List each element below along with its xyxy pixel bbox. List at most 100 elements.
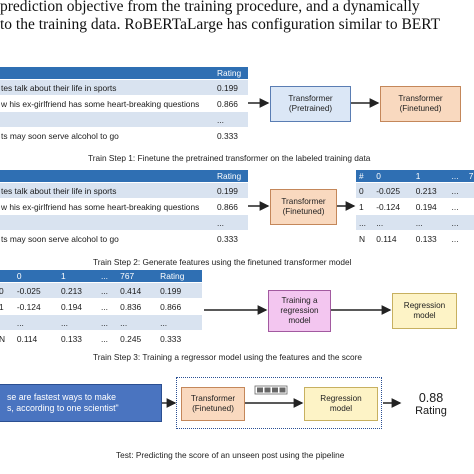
table-cell: 0.213 <box>57 282 98 299</box>
table-row: ............ <box>356 214 474 231</box>
table-cell: -0.124 <box>13 298 58 315</box>
box-label: (Finetuned) <box>192 404 234 413</box>
table-cell <box>465 214 474 231</box>
step2-header-rating: Rating <box>214 170 248 183</box>
table-cell: 0 <box>356 182 374 199</box>
table-cell: 0.199 <box>157 282 202 299</box>
table-cell: N <box>0 330 14 346</box>
table-cell: -0.025 <box>373 182 413 199</box>
table-cell: 0 <box>0 282 14 299</box>
table-row: 0 -0.025 0.213... <box>356 182 474 199</box>
table-cell <box>465 198 474 215</box>
table-cell: 0.133 <box>412 230 449 246</box>
table-row: 1 -0.124 0.194... <box>356 198 474 215</box>
finetuned-transformer-box: Transformer (Finetuned) <box>181 387 245 421</box>
table-cell: -0.124 <box>373 198 413 215</box>
table-header-cell: ... <box>448 170 466 183</box>
finetuned-transformer-box: Transformer (Finetuned) <box>380 86 461 122</box>
table-cell: ts may soon serve alcohol to go <box>0 230 214 246</box>
paper-text-line-1: prediction objective from the training p… <box>0 0 420 15</box>
table-row: N 0.114 0.133... 0.245 0.333 <box>0 330 202 346</box>
table-cell <box>0 111 214 128</box>
table-cell: 0.194 <box>412 198 449 215</box>
box-label: model <box>288 316 311 325</box>
step1-header-rating: Rating <box>214 67 248 80</box>
regression-model-box: Regression model <box>392 293 457 329</box>
box-label: regression <box>280 306 319 315</box>
table-cell: 0.333 <box>214 127 248 143</box>
table-cell: ... <box>448 198 466 215</box>
table-row: ... <box>0 111 248 128</box>
table-cell: ... <box>97 298 118 315</box>
table-header-cell: 7 <box>465 170 474 183</box>
feature-vector-icon <box>254 385 288 395</box>
box-label: Transformer <box>288 94 333 103</box>
paper-text-line-2: to the training data. RoBERTaLarge has c… <box>0 16 441 33</box>
table-cell: 0.194 <box>57 298 98 315</box>
table-row: ts may soon serve alcohol to go 0.333 <box>0 230 248 246</box>
table-cell: 0.866 <box>214 198 248 215</box>
table-cell: ... <box>214 214 248 231</box>
table-row: ts may soon serve alcohol to go 0.333 <box>0 127 248 143</box>
box-label: (Pretrained) <box>288 104 333 113</box>
step1-header-text <box>0 67 214 80</box>
step1-caption: Train Step 1: Finetune the pretrained tr… <box>88 153 371 163</box>
table-cell: N <box>356 230 374 246</box>
table-cell: ... <box>412 214 449 231</box>
table-row: N 0.114 0.133... <box>356 230 474 246</box>
table-cell: w his ex-girlfriend has some heart-break… <box>0 198 214 215</box>
step3-caption: Train Step 3: Training a regressor model… <box>93 352 363 362</box>
table-row: ... <box>0 214 248 231</box>
table-cell: 0.213 <box>412 182 449 199</box>
table-cell: 0.199 <box>214 79 248 96</box>
test-output-value: 0.88 <box>418 391 444 405</box>
table-cell: tes talk about their life in sports <box>0 182 214 199</box>
table-cell: ... <box>373 214 413 231</box>
table-cell: 0.333 <box>157 330 202 346</box>
step1-training-table: Rating tes talk about their life in spor… <box>0 67 248 143</box>
table-cell: 0.866 <box>214 95 248 112</box>
table-cell <box>465 230 474 246</box>
table-cell: 0.866 <box>157 298 202 315</box>
table-header-cell: 0 <box>13 270 58 283</box>
pretrained-transformer-box: Transformer (Pretrained) <box>270 86 351 122</box>
box-label: model <box>413 311 436 320</box>
box-label: model <box>329 404 353 413</box>
table-header-cell: 1 <box>57 270 98 283</box>
table-cell: 0.199 <box>214 182 248 199</box>
table-cell: ... <box>97 282 118 299</box>
step2-training-table: Rating tes talk about their life in spor… <box>0 170 248 246</box>
box-label: Regression <box>320 394 362 403</box>
table-cell: ... <box>97 314 118 331</box>
box-label: Transformer <box>398 94 443 103</box>
box-label: Transformer <box>190 394 236 403</box>
table-cell: ... <box>157 314 202 331</box>
finetuned-transformer-box: Transformer (Finetuned) <box>270 189 337 225</box>
step2-feature-table: #0 1... 7 0 -0.025 0.213... 1 -0.124 0.194... … <box>356 170 474 246</box>
table-row: tes talk about their life in sports 0.199 <box>0 79 248 96</box>
table-cell: ... <box>448 182 466 199</box>
step3-feature-table: 0 1... 767 Rating 0 -0.025 0.213... 0.414 0.199… <box>0 270 202 346</box>
table-row: 1 -0.124 0.194... 0.836 0.866 <box>0 298 202 315</box>
input-text-line: se are fastest ways to make <box>7 392 117 402</box>
table-cell: ... <box>448 230 466 246</box>
table-cell: w his ex-girlfriend has some heart-break… <box>0 95 214 112</box>
regression-model-box: Regression model <box>304 387 378 421</box>
box-label: Regression <box>403 301 446 310</box>
table-header-cell: ... <box>97 270 118 283</box>
box-label: (Finetuned) <box>282 207 325 216</box>
box-label: (Finetuned) <box>399 104 442 113</box>
test-caption: Test: Predicting the score of an unseen … <box>116 450 345 460</box>
table-header-cell: 767 <box>117 270 158 283</box>
table-cell: 0.414 <box>117 282 158 299</box>
table-cell: 0.114 <box>373 230 413 246</box>
table-cell: ... <box>214 111 248 128</box>
table-cell: 0.333 <box>214 230 248 246</box>
table-header-cell <box>0 270 14 283</box>
table-cell: ... <box>448 214 466 231</box>
table-row: w his ex-girlfriend has some heart-break… <box>0 95 248 112</box>
table-cell: 0.114 <box>13 330 58 346</box>
box-label: Training a <box>281 296 318 305</box>
table-row: ............... <box>0 314 202 331</box>
